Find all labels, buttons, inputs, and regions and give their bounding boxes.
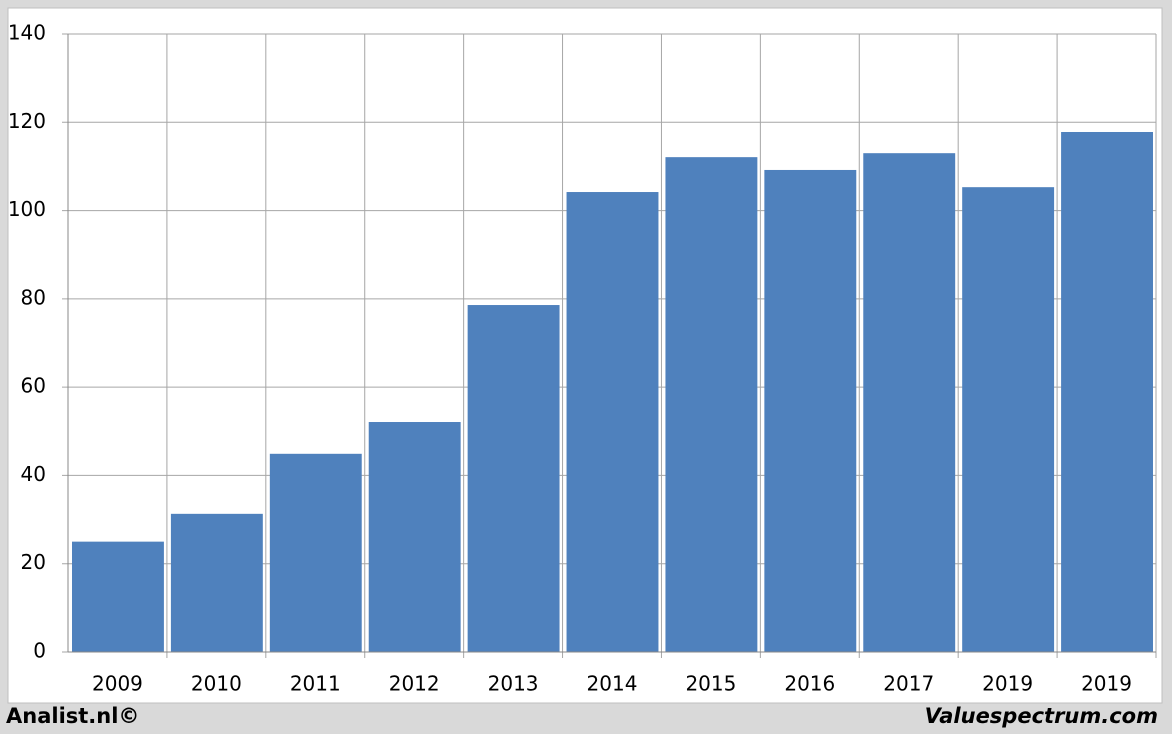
y-tick-label: 40 <box>21 462 46 486</box>
bar <box>368 422 461 652</box>
x-tick-label: 2014 <box>587 672 638 696</box>
bar <box>566 192 659 652</box>
bar <box>269 453 362 652</box>
bar <box>72 541 164 652</box>
bar <box>467 305 560 652</box>
y-tick-label: 0 <box>33 639 46 663</box>
footer-left: Analist.nl© <box>6 704 139 728</box>
y-tick-label: 100 <box>8 197 46 221</box>
x-tick-label: 2012 <box>389 672 440 696</box>
x-tick-label: 2011 <box>290 672 341 696</box>
bar <box>665 157 758 652</box>
footer-right: Valuespectrum.com <box>925 704 1158 728</box>
x-tick-label: 2017 <box>883 672 934 696</box>
y-tick-label: 60 <box>21 374 46 398</box>
x-tick-label: 2019 <box>1081 672 1132 696</box>
y-tick-label: 20 <box>21 550 46 574</box>
x-tick-label: 2019 <box>982 672 1033 696</box>
bar <box>1061 131 1153 653</box>
x-tick-label: 2015 <box>685 672 736 696</box>
y-tick-label: 80 <box>21 285 46 309</box>
bar <box>962 187 1055 652</box>
x-tick-label: 2016 <box>784 672 835 696</box>
x-tick-label: 2013 <box>488 672 539 696</box>
bar <box>764 169 857 652</box>
x-tick-label: 2009 <box>92 672 143 696</box>
bar <box>863 153 956 652</box>
y-tick-label: 140 <box>8 21 46 45</box>
x-tick-label: 2010 <box>191 672 242 696</box>
y-tick-label: 120 <box>8 109 46 133</box>
bar <box>170 513 263 652</box>
